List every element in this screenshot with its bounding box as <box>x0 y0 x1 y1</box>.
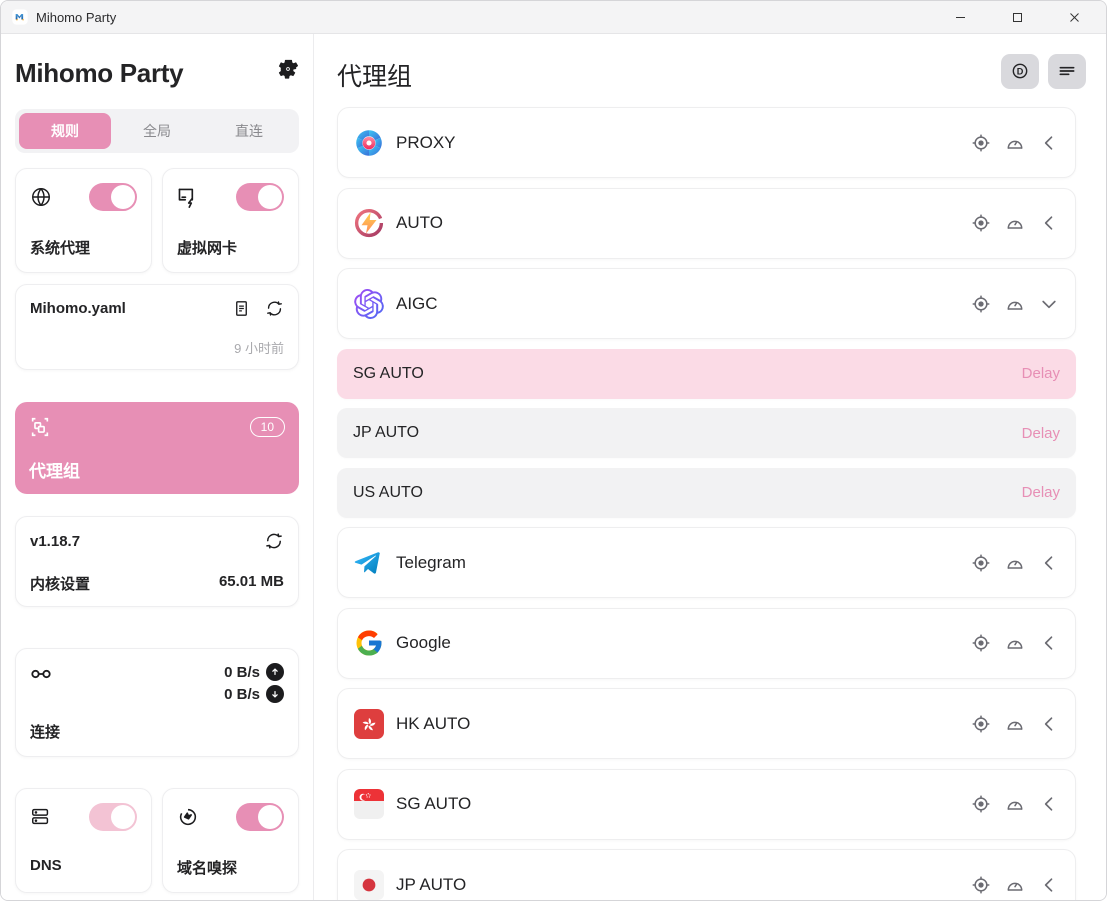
svg-text:D: D <box>1017 66 1024 76</box>
